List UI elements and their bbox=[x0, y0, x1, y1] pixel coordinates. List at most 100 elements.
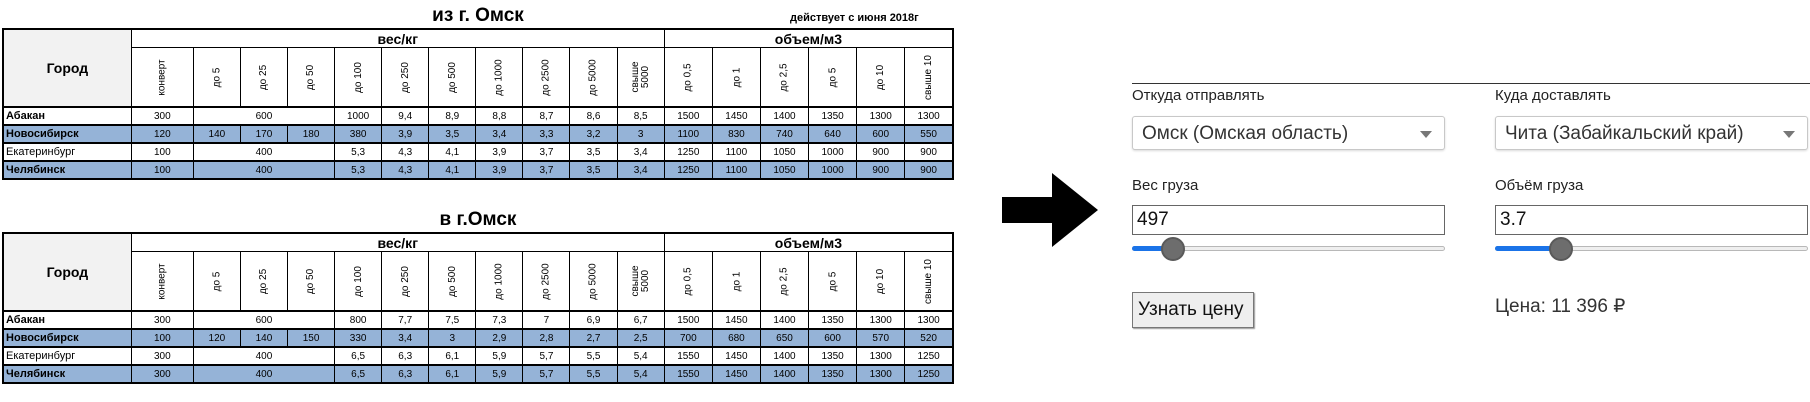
column-label: до 0,5 bbox=[682, 62, 694, 92]
volume-column-header: до 10 bbox=[856, 47, 906, 108]
city-cell: Абакан bbox=[2, 310, 132, 330]
column-label: до 0,5 bbox=[682, 266, 694, 296]
table-row: Новосибирск 120 140 170 180 380 3,9 3,5 3,4 3,3 3,… bbox=[2, 124, 954, 144]
column-label: до 1000 bbox=[493, 262, 505, 300]
volume-column-header: до 0,5 bbox=[663, 47, 713, 108]
to-label: Куда доставлять bbox=[1495, 87, 1611, 104]
slider-thumb[interactable] bbox=[1548, 237, 1573, 261]
from-select[interactable]: Омск (Омская область) bbox=[1132, 116, 1445, 150]
rate-cell: 8,6 bbox=[569, 106, 618, 126]
volume-slider[interactable] bbox=[1495, 237, 1808, 261]
rate-cell: 1300 bbox=[904, 106, 954, 126]
weight-column-header: до 500 bbox=[428, 251, 477, 312]
price-result: Цена: 11 396 ₽ bbox=[1495, 296, 1626, 317]
rate-cell: 600 bbox=[192, 310, 336, 330]
column-label: свыше 10 bbox=[923, 54, 935, 100]
weight-group-header: вес/кг bbox=[130, 232, 665, 252]
weight-column-header: до 5000 bbox=[569, 251, 618, 312]
rate-cell: 300 bbox=[130, 346, 194, 366]
volume-column-header: до 5 bbox=[808, 47, 858, 108]
weight-column-header: до 25 bbox=[239, 47, 289, 108]
get-price-button[interactable]: Узнать цену bbox=[1132, 292, 1254, 328]
rate-cell: 800 bbox=[334, 310, 383, 330]
column-label: свыше 10 bbox=[923, 258, 935, 304]
column-label: до 2,5 bbox=[778, 62, 790, 92]
rate-cell: 8,9 bbox=[428, 106, 477, 126]
divider bbox=[1132, 83, 1810, 84]
rate-cell: 8,5 bbox=[616, 106, 665, 126]
volume-column-header: до 1 bbox=[711, 251, 761, 312]
city-cell: Новосибирск bbox=[2, 328, 132, 348]
weight-column-header: до 250 bbox=[381, 47, 430, 108]
volume-column-header: до 10 bbox=[856, 251, 906, 312]
rate-cell: 4,3 bbox=[381, 142, 430, 162]
column-label: до 100 bbox=[352, 265, 364, 297]
rate-cell: 6,3 bbox=[381, 364, 430, 384]
rate-cell: 520 bbox=[904, 328, 954, 348]
rate-cell: 1400 bbox=[759, 364, 810, 384]
rate-cell: 6,5 bbox=[334, 346, 383, 366]
volume-input[interactable]: 3.7 bbox=[1495, 205, 1808, 235]
chevron-down-icon bbox=[1420, 131, 1432, 138]
column-label: до 2,5 bbox=[778, 266, 790, 296]
rate-cell: 3,7 bbox=[522, 160, 571, 180]
weight-label: Вес груза bbox=[1132, 177, 1199, 194]
rate-cell: 1000 bbox=[334, 106, 383, 126]
delivery-calculator: Откуда отправлять Омск (Омская область) … bbox=[1132, 0, 1810, 402]
rate-cell: 380 bbox=[334, 124, 383, 144]
rate-cell: 1300 bbox=[856, 364, 906, 384]
table-row: Екатеринбург 300 400 6,5 6,3 6,1 5,9 5,7 5,5 5,4 1… bbox=[2, 346, 954, 366]
volume-column-header: свыше 10 bbox=[904, 251, 954, 312]
rate-cell: 1250 bbox=[904, 346, 954, 366]
weight-column-header: до 2500 bbox=[522, 251, 571, 312]
column-label: до 250 bbox=[399, 265, 411, 297]
rate-cell: 400 bbox=[192, 142, 336, 162]
weight-input[interactable]: 497 bbox=[1132, 205, 1445, 235]
table-row: Челябинск 100 400 5,3 4,3 4,1 3,9 3,7 3,5 3,4 1250… bbox=[2, 160, 954, 180]
slider-thumb[interactable] bbox=[1160, 237, 1185, 261]
rate-cell: 3,5 bbox=[428, 124, 477, 144]
column-label: до 5000 bbox=[588, 262, 600, 300]
rate-cell: 900 bbox=[856, 142, 906, 162]
rate-cell: 900 bbox=[904, 160, 954, 180]
volume-column-header: свыше 10 bbox=[904, 47, 954, 108]
table-title: из г. Омск bbox=[432, 5, 524, 26]
rate-cell: 1450 bbox=[711, 106, 761, 126]
weight-column-header: конверт bbox=[130, 47, 194, 108]
weight-slider[interactable] bbox=[1132, 237, 1445, 261]
table-row: Челябинск 300 400 6,5 6,3 6,1 5,9 5,7 5,5 5,4 1550… bbox=[2, 364, 954, 384]
city-cell: Екатеринбург bbox=[2, 346, 132, 366]
to-select-value: Чита (Забайкальский край) bbox=[1505, 123, 1744, 144]
column-label: до 2500 bbox=[540, 58, 552, 96]
validity-note: действует с июня 2018г bbox=[790, 12, 919, 24]
column-label: до 500 bbox=[446, 265, 458, 297]
rate-cell: 1450 bbox=[711, 310, 761, 330]
column-label: до 2500 bbox=[540, 262, 552, 300]
volume-group-header: объем/м3 bbox=[663, 232, 954, 252]
rate-cell: 3,7 bbox=[522, 142, 571, 162]
weight-column-header: до 50 bbox=[287, 47, 336, 108]
rate-cell: 1100 bbox=[711, 160, 761, 180]
rate-cell: 600 bbox=[808, 328, 858, 348]
rate-cell: 600 bbox=[856, 124, 906, 144]
column-label: до 1 bbox=[730, 271, 742, 291]
rate-cell: 4,3 bbox=[381, 160, 430, 180]
rate-cell: 100 bbox=[130, 328, 194, 348]
rate-cell: 1250 bbox=[663, 160, 713, 180]
rate-cell: 1100 bbox=[663, 124, 713, 144]
weight-column-header: до 5 bbox=[192, 47, 241, 108]
rate-cell: 3 bbox=[428, 328, 477, 348]
rate-cell: 3,4 bbox=[475, 124, 524, 144]
city-cell: Новосибирск bbox=[2, 124, 132, 144]
rate-cell: 2,9 bbox=[475, 328, 524, 348]
rate-cell: 1400 bbox=[759, 106, 810, 126]
rate-cell: 650 bbox=[759, 328, 810, 348]
city-cell: Екатеринбург bbox=[2, 142, 132, 162]
table-row: Екатеринбург 100 400 5,3 4,3 4,1 3,9 3,7 3,5 3,4 1… bbox=[2, 142, 954, 162]
rate-cell: 3,4 bbox=[616, 142, 665, 162]
rate-cell: 1350 bbox=[808, 106, 858, 126]
rate-cell: 1050 bbox=[759, 142, 810, 162]
to-select[interactable]: Чита (Забайкальский край) bbox=[1495, 116, 1808, 150]
weight-group-header: вес/кг bbox=[130, 28, 665, 48]
city-column-header: Город bbox=[2, 28, 132, 108]
